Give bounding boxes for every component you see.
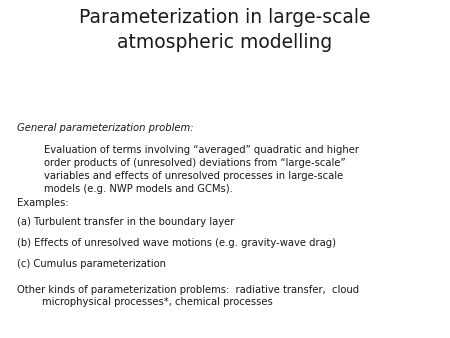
- Text: (c) Cumulus parameterization: (c) Cumulus parameterization: [17, 259, 166, 269]
- Text: Examples:: Examples:: [17, 198, 69, 208]
- Text: Parameterization in large-scale
atmospheric modelling: Parameterization in large-scale atmosphe…: [79, 8, 371, 52]
- Text: Other kinds of parameterization problems:  radiative transfer,  cloud
        mi: Other kinds of parameterization problems…: [17, 285, 359, 307]
- Text: Evaluation of terms involving “averaged” quadratic and higher
order products of : Evaluation of terms involving “averaged”…: [44, 145, 359, 194]
- Text: (b) Effects of unresolved wave motions (e.g. gravity-wave drag): (b) Effects of unresolved wave motions (…: [17, 238, 336, 248]
- Text: General parameterization problem:: General parameterization problem:: [17, 123, 194, 134]
- Text: (a) Turbulent transfer in the boundary layer: (a) Turbulent transfer in the boundary l…: [17, 217, 234, 227]
